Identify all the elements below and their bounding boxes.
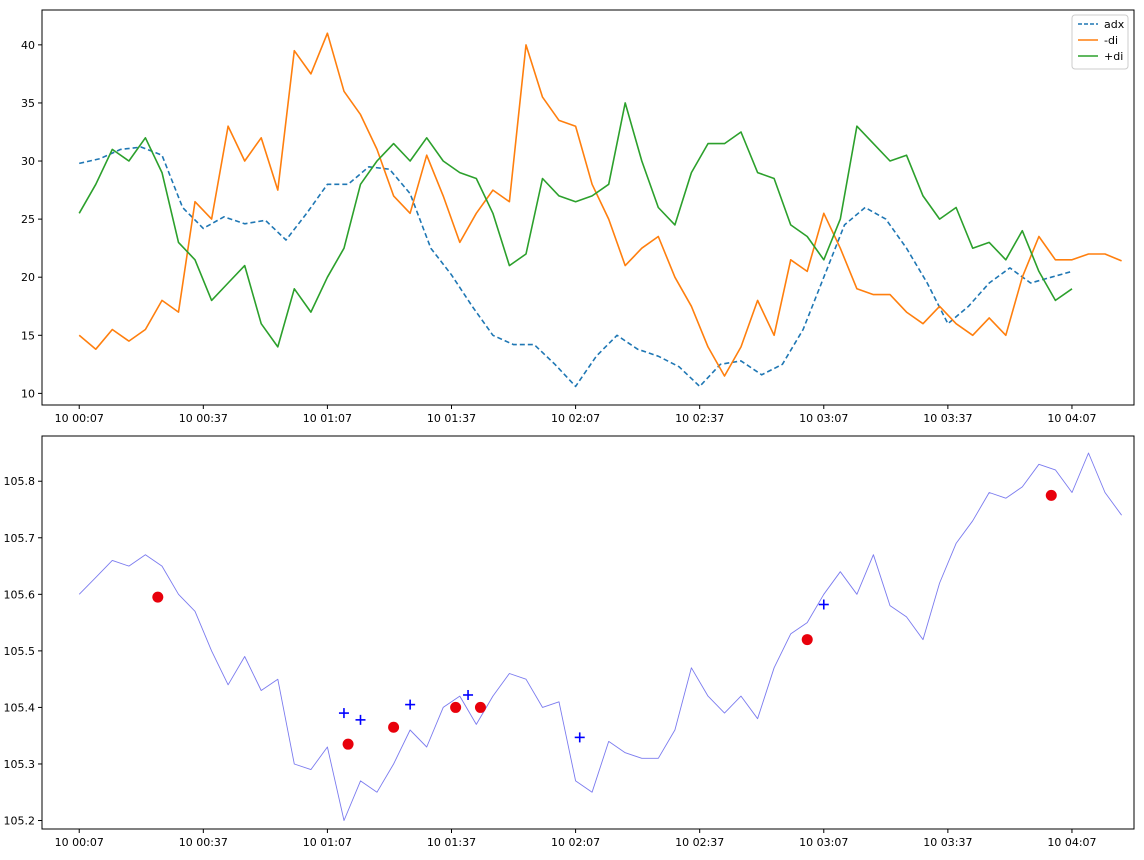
x-tick-label: 10 03:07 [799,836,848,849]
y-tick-label: 30 [21,155,35,168]
y-tick-label: 35 [21,97,35,110]
red-dot-marker [152,591,164,603]
x-tick-label: 10 02:07 [551,412,600,425]
y-tick-label: 105.7 [4,532,36,545]
x-tick-label: 10 02:37 [675,412,724,425]
x-tick-label: 10 04:07 [1047,412,1096,425]
x-tick-label: 10 03:37 [923,412,972,425]
series-line-price [78,452,1122,821]
x-tick-label: 10 02:07 [551,836,600,849]
y-tick-label: 25 [21,213,35,226]
y-tick-label: 10 [21,387,35,400]
x-tick-label: 10 00:37 [179,836,228,849]
red-dot-marker [801,634,813,646]
x-tick-label: 10 03:07 [799,412,848,425]
blue-plus-marker [463,689,474,700]
x-tick-label: 10 02:37 [675,836,724,849]
x-tick-label: 10 01:07 [303,836,352,849]
red-dot-marker [342,738,354,750]
blue-plus-marker [355,714,366,725]
y-tick-label: 15 [21,329,35,342]
axes-frame [41,435,1135,830]
red-dot-marker [450,701,462,713]
blue-plus-marker [405,699,416,710]
series-line-di [78,32,1122,377]
blue-plus-marker [818,599,829,610]
red-dot-marker [1045,489,1057,501]
legend: adx -di +di [1071,14,1129,70]
x-tick-label: 10 01:37 [427,412,476,425]
y-tick-label: 105.3 [4,758,36,771]
legend-label: adx [1104,18,1125,31]
red-dot-marker [388,721,400,733]
series-line-di [78,102,1073,348]
legend-label: +di [1104,50,1123,63]
plot-area [78,452,1122,821]
x-tick-label: 10 04:07 [1047,836,1096,849]
blue-plus-marker [338,708,349,719]
y-tick-label: 105.6 [4,588,36,601]
red-dot-marker [474,701,486,713]
y-tick-label: 105.4 [4,701,36,714]
plot-area [78,32,1122,388]
y-tick-label: 20 [21,271,35,284]
blue-plus-marker [574,732,585,743]
series-line-adx [79,146,1073,388]
panel-2: 10 00:07 10 00:37 10 01:07 10 01:37 10 02:07… [4,435,1135,849]
y-tick-label: 105.2 [4,815,36,828]
x-tick-label: 10 00:07 [55,412,104,425]
y-tick-label: 40 [21,39,35,52]
panel-1: 10 00:07 10 00:37 10 01:07 10 01:37 10 02:07… [21,9,1135,425]
x-tick-label: 10 01:07 [303,412,352,425]
x-tick-label: 10 01:37 [427,836,476,849]
x-tick-label: 10 00:37 [179,412,228,425]
axes-frame [41,9,1135,406]
y-tick-label: 105.8 [4,475,36,488]
x-tick-label: 10 03:37 [923,836,972,849]
legend-label: -di [1104,34,1118,47]
x-tick-label: 10 00:07 [55,836,104,849]
y-tick-label: 105.5 [4,645,36,658]
